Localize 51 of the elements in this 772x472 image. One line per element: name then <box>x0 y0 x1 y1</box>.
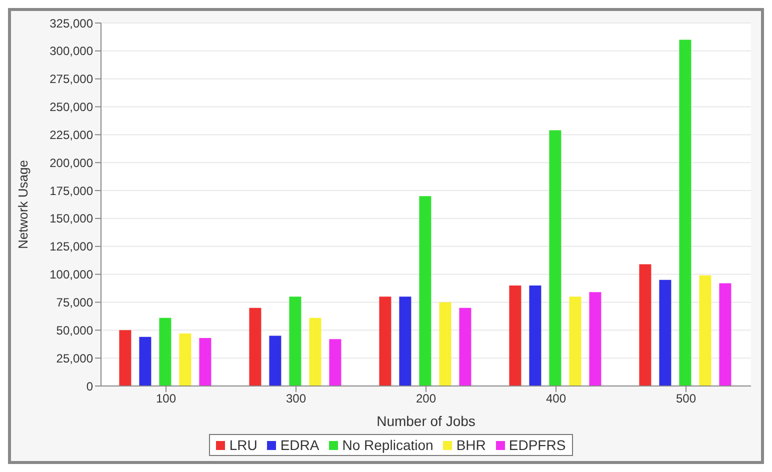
bar <box>139 336 152 386</box>
bar <box>679 40 692 386</box>
y-tick-label: 250,000 <box>50 100 94 114</box>
legend-label: LRU <box>228 437 258 453</box>
x-tick-label: 200 <box>416 392 436 406</box>
bar <box>569 296 582 386</box>
legend-label: EDRA <box>279 437 320 453</box>
y-tick-label: 325,000 <box>50 16 94 30</box>
bar <box>289 296 302 386</box>
y-tick-label: 200,000 <box>50 156 94 170</box>
bar <box>179 334 192 386</box>
y-tick-label: 25,000 <box>56 351 94 366</box>
x-axis-title: Number of Jobs <box>376 413 476 429</box>
legend-label: BHR <box>455 437 486 453</box>
bar <box>199 338 212 386</box>
bar <box>509 285 522 386</box>
bar <box>249 308 262 386</box>
bar <box>119 330 132 386</box>
bar <box>269 336 282 386</box>
x-tick-label: 100 <box>156 392 176 406</box>
y-tick-label: 275,000 <box>50 72 94 86</box>
x-tick-label: 300 <box>286 392 306 406</box>
bar <box>439 302 452 386</box>
y-tick-label: 100,000 <box>50 268 94 282</box>
bar <box>419 196 432 386</box>
x-tick-label: 400 <box>546 392 566 406</box>
bar <box>549 130 562 386</box>
y-axis-title: Network Usage <box>16 160 31 249</box>
y-tick-label: 300,000 <box>50 44 94 58</box>
bar <box>379 296 392 386</box>
bar <box>589 292 602 386</box>
bar <box>639 264 652 386</box>
bar <box>699 275 712 386</box>
y-tick-label: 50,000 <box>56 323 94 338</box>
y-tick-label: 175,000 <box>50 184 94 198</box>
legend-label: EDPFRS <box>508 437 566 453</box>
y-tick-label: 150,000 <box>50 212 94 226</box>
y-tick-label: 75,000 <box>56 295 94 310</box>
legend-label: No Replication <box>341 437 434 453</box>
bar <box>159 318 172 386</box>
x-tick-label: 500 <box>676 392 696 406</box>
y-tick-label: 0 <box>86 379 94 394</box>
bar <box>399 296 412 386</box>
bar <box>719 283 732 386</box>
y-tick-label: 125,000 <box>50 240 94 254</box>
bar <box>459 308 472 386</box>
bar <box>659 280 672 386</box>
bar <box>529 285 542 386</box>
bar <box>329 339 342 386</box>
y-tick-label: 225,000 <box>50 128 94 142</box>
bar <box>309 318 322 386</box>
